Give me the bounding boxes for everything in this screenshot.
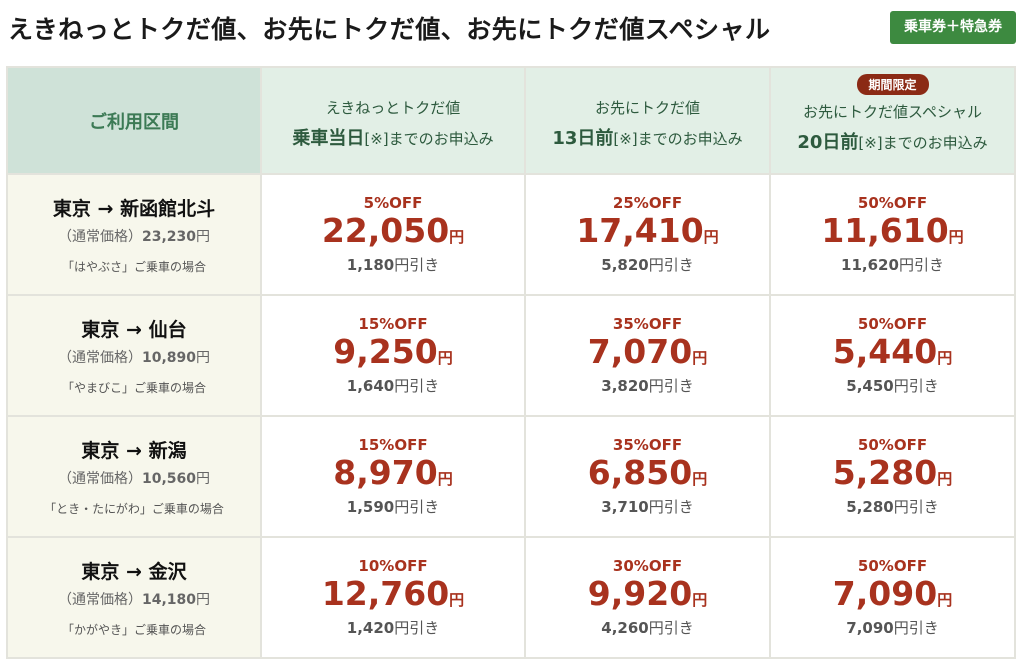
plan-name: お先にトクだ値スペシャル <box>803 103 982 121</box>
train-note: 「とき・たにがわ」ご乗車の場合 <box>44 502 224 516</box>
plan-header-tokudane: えきねっとトクだ値 乗車当日[※]までのお申込み <box>260 66 526 175</box>
discount-rate: 35%OFF <box>612 314 683 333</box>
discount-rate: 35%OFF <box>612 435 683 454</box>
saving-amount: 3,820円引き <box>601 377 694 396</box>
saving-amount: 11,620円引き <box>841 256 944 275</box>
saving-amount: 1,180円引き <box>346 256 440 275</box>
discount-rate: 10%OFF <box>358 556 428 575</box>
plan-deadline: 20日前[※]までのお申込み <box>797 132 988 153</box>
normal-price: （通常価格）10,560円 <box>57 471 211 487</box>
fare-cell: 50%OFF 7,090円 7,090円引き <box>769 536 1016 659</box>
discount-rate: 30%OFF <box>612 556 683 575</box>
train-note: 「かがやき」ご乗車の場合 <box>61 623 206 637</box>
discounted-price: 7,070円 <box>587 331 708 371</box>
route-name: 東京 → 仙台 <box>81 319 187 341</box>
discounted-price: 5,280円 <box>832 452 953 492</box>
discounted-price: 7,090円 <box>832 573 953 613</box>
route-name: 東京 → 金沢 <box>81 561 187 583</box>
page-title: えきねっとトクだ値、お先にトクだ値、お先にトクだ値スペシャル <box>8 15 771 44</box>
fare-cell: 50%OFF 11,610円 11,620円引き <box>769 173 1016 296</box>
plan-name: お先にトクだ値 <box>594 99 700 117</box>
table-row: 東京 → 金沢 （通常価格）14,180円 「かがやき」ご乗車の場合 10%OF… <box>6 536 1016 659</box>
fare-cell: 35%OFF 6,850円 3,710円引き <box>524 415 771 538</box>
saving-amount: 3,710円引き <box>601 498 694 517</box>
discounted-price: 11,610円 <box>821 210 964 250</box>
normal-price: （通常価格）23,230円 <box>57 229 211 245</box>
discounted-price: 22,050円 <box>321 210 465 250</box>
discounted-price: 9,920円 <box>587 573 708 613</box>
discount-rate: 5%OFF <box>363 193 423 212</box>
route-cell: 東京 → 新潟 （通常価格）10,560円 「とき・たにがわ」ご乗車の場合 <box>6 415 262 538</box>
saving-amount: 4,260円引き <box>601 619 694 638</box>
discount-rate: 50%OFF <box>857 435 928 454</box>
fare-cell: 50%OFF 5,280円 5,280円引き <box>769 415 1016 538</box>
saving-amount: 7,090円引き <box>846 619 939 638</box>
fare-cell: 30%OFF 9,920円 4,260円引き <box>524 536 771 659</box>
discounted-price: 8,970円 <box>333 452 453 492</box>
table-row: 東京 → 仙台 （通常価格）10,890円 「やまびこ」ご乗車の場合 15%OF… <box>6 294 1016 417</box>
fare-cell: 25%OFF 17,410円 5,820円引き <box>524 173 771 296</box>
plan-deadline: 乗車当日[※]までのお申込み <box>292 128 494 149</box>
fare-cell: 5%OFF 22,050円 1,180円引き <box>260 173 526 296</box>
fare-cell: 35%OFF 7,070円 3,820円引き <box>524 294 771 417</box>
normal-price: （通常価格）10,890円 <box>57 350 211 366</box>
discount-rate: 15%OFF <box>358 435 428 454</box>
fare-cell: 10%OFF 12,760円 1,420円引き <box>260 536 526 659</box>
discounted-price: 6,850円 <box>587 452 708 492</box>
normal-price: （通常価格）14,180円 <box>57 592 211 608</box>
saving-amount: 1,590円引き <box>346 498 440 517</box>
table-row: 東京 → 新函館北斗 （通常価格）23,230円 「はやぶさ」ご乗車の場合 5%… <box>6 173 1016 296</box>
discount-rate: 50%OFF <box>857 314 928 333</box>
discounted-price: 17,410円 <box>576 210 719 250</box>
fare-cell: 50%OFF 5,440円 5,450円引き <box>769 294 1016 417</box>
saving-amount: 5,450円引き <box>846 377 939 396</box>
route-name: 東京 → 新潟 <box>81 440 187 462</box>
fare-table: ご利用区間 えきねっとトクだ値 乗車当日[※]までのお申込み お先にトクだ値 1… <box>6 66 1016 659</box>
fare-cell: 15%OFF 8,970円 1,590円引き <box>260 415 526 538</box>
route-cell: 東京 → 新函館北斗 （通常価格）23,230円 「はやぶさ」ご乗車の場合 <box>6 173 262 296</box>
discount-rate: 50%OFF <box>857 193 928 212</box>
table-row: 東京 → 新潟 （通常価格）10,560円 「とき・たにがわ」ご乗車の場合 15… <box>6 415 1016 538</box>
title-bar: えきねっとトクだ値、お先にトクだ値、お先にトクだ値スペシャル 乗車券＋特急券 <box>8 8 1016 48</box>
discounted-price: 12,760円 <box>321 573 465 613</box>
table-header-row: ご利用区間 えきねっとトクだ値 乗車当日[※]までのお申込み お先にトクだ値 1… <box>6 66 1016 175</box>
route-column-header: ご利用区間 <box>6 66 262 175</box>
discounted-price: 5,440円 <box>832 331 953 371</box>
plan-name: えきねっとトクだ値 <box>325 99 461 117</box>
discount-rate: 50%OFF <box>857 556 928 575</box>
saving-amount: 1,420円引き <box>346 619 440 638</box>
plan-deadline: 13日前[※]までのお申込み <box>552 128 743 149</box>
discount-rate: 15%OFF <box>358 314 428 333</box>
fare-cell: 15%OFF 9,250円 1,640円引き <box>260 294 526 417</box>
route-cell: 東京 → 金沢 （通常価格）14,180円 「かがやき」ご乗車の場合 <box>6 536 262 659</box>
discount-rate: 25%OFF <box>612 193 683 212</box>
limited-time-badge: 期間限定 <box>856 74 929 95</box>
train-note: 「やまびこ」ご乗車の場合 <box>61 381 206 395</box>
plan-header-osaki-tokudane: お先にトクだ値 13日前[※]までのお申込み <box>524 66 771 175</box>
train-note: 「はやぶさ」ご乗車の場合 <box>61 260 206 274</box>
route-cell: 東京 → 仙台 （通常価格）10,890円 「やまびこ」ご乗車の場合 <box>6 294 262 417</box>
saving-amount: 5,820円引き <box>601 256 694 275</box>
route-name: 東京 → 新函館北斗 <box>52 198 216 220</box>
ticket-type-badge: 乗車券＋特急券 <box>890 11 1016 44</box>
discounted-price: 9,250円 <box>333 331 453 371</box>
plan-header-osaki-tokudane-special: 期間限定 お先にトクだ値スペシャル 20日前[※]までのお申込み <box>769 66 1016 175</box>
saving-amount: 1,640円引き <box>346 377 440 396</box>
saving-amount: 5,280円引き <box>846 498 939 517</box>
